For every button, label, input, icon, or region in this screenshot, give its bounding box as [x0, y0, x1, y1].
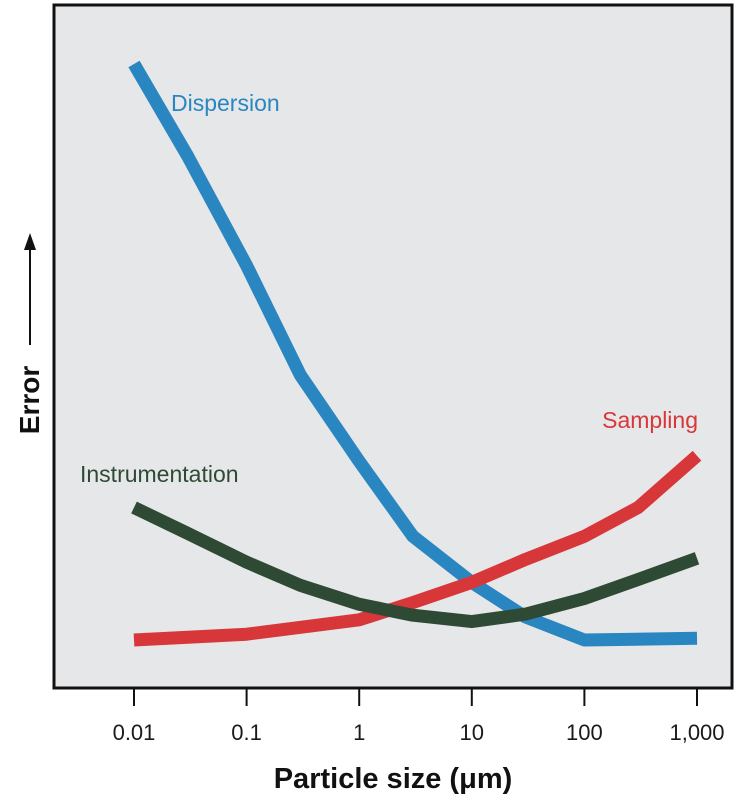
x-tick-label: 100 [566, 720, 603, 745]
x-tick-label: 0.01 [113, 720, 156, 745]
label-layer: Dispersion Sampling Instrumentation [80, 90, 698, 487]
x-tick-label: 1 [353, 720, 365, 745]
y-axis-title: Error [14, 366, 45, 435]
series-label-instrumentation: Instrumentation [80, 461, 239, 487]
y-axis-arrow-head [24, 233, 36, 250]
series-layer [128, 60, 702, 647]
series-label-sampling: Sampling [602, 407, 698, 433]
x-axis-title: Particle size (μm) [274, 763, 513, 795]
y-axis-title-group: Error [14, 233, 45, 434]
series-line-instrumentation [131, 501, 700, 629]
tick-layer: 0.01 0.1 1 10 100 1,000 [113, 688, 725, 745]
x-tick-label: 10 [460, 720, 484, 745]
series-label-dispersion: Dispersion [171, 90, 280, 116]
x-tick-label: 1,000 [669, 720, 724, 745]
x-tick-label: 0.1 [231, 720, 262, 745]
series-line-dispersion [128, 60, 698, 647]
series-line-sampling [133, 450, 702, 647]
